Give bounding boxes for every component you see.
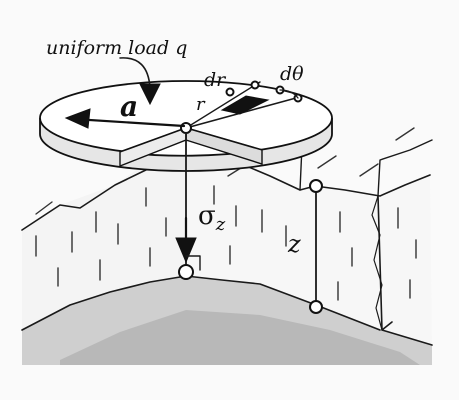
depth-measurement: z	[287, 179, 323, 314]
load-arrow-head	[139, 83, 161, 106]
depth-top-point	[309, 179, 323, 193]
depth-label: z	[287, 230, 301, 258]
vertical-stress: σz	[175, 132, 226, 280]
stress-point	[178, 264, 194, 280]
radius-a-label: a	[120, 90, 138, 123]
ground-front-face	[22, 135, 186, 330]
dr-point-1	[225, 87, 235, 97]
element-area	[220, 95, 270, 115]
ground-bottom-shading-dark	[60, 310, 420, 365]
ground-block	[21, 127, 433, 365]
dr-label: dr	[204, 69, 227, 91]
dtheta-arc	[279, 89, 299, 99]
stress-arrow-head	[175, 237, 197, 264]
ground-right-face	[186, 135, 432, 345]
ground-right-jagged-edge	[371, 195, 383, 331]
sigma-subscript: z	[215, 214, 226, 235]
load-arrow-shaft	[119, 57, 151, 89]
disk-center-point	[180, 122, 192, 134]
radius-a-arrowhead	[64, 108, 91, 129]
right-angle-mark	[185, 255, 201, 271]
uniform-load-indicator: uniform load q	[46, 37, 187, 106]
depth-bottom-point	[309, 300, 323, 314]
ground-hatch-marks	[35, 185, 417, 301]
dr-point-2	[250, 80, 260, 90]
radius-r-line-2	[185, 81, 261, 129]
radius-r-label: r	[196, 94, 206, 115]
sigma-main: σ	[198, 201, 216, 231]
dtheta-label: dθ	[280, 63, 304, 85]
load-label: uniform load q	[46, 37, 187, 59]
loaded-disk	[39, 80, 333, 172]
sigma-label: σz	[198, 201, 226, 235]
radius-a-line	[72, 117, 186, 128]
